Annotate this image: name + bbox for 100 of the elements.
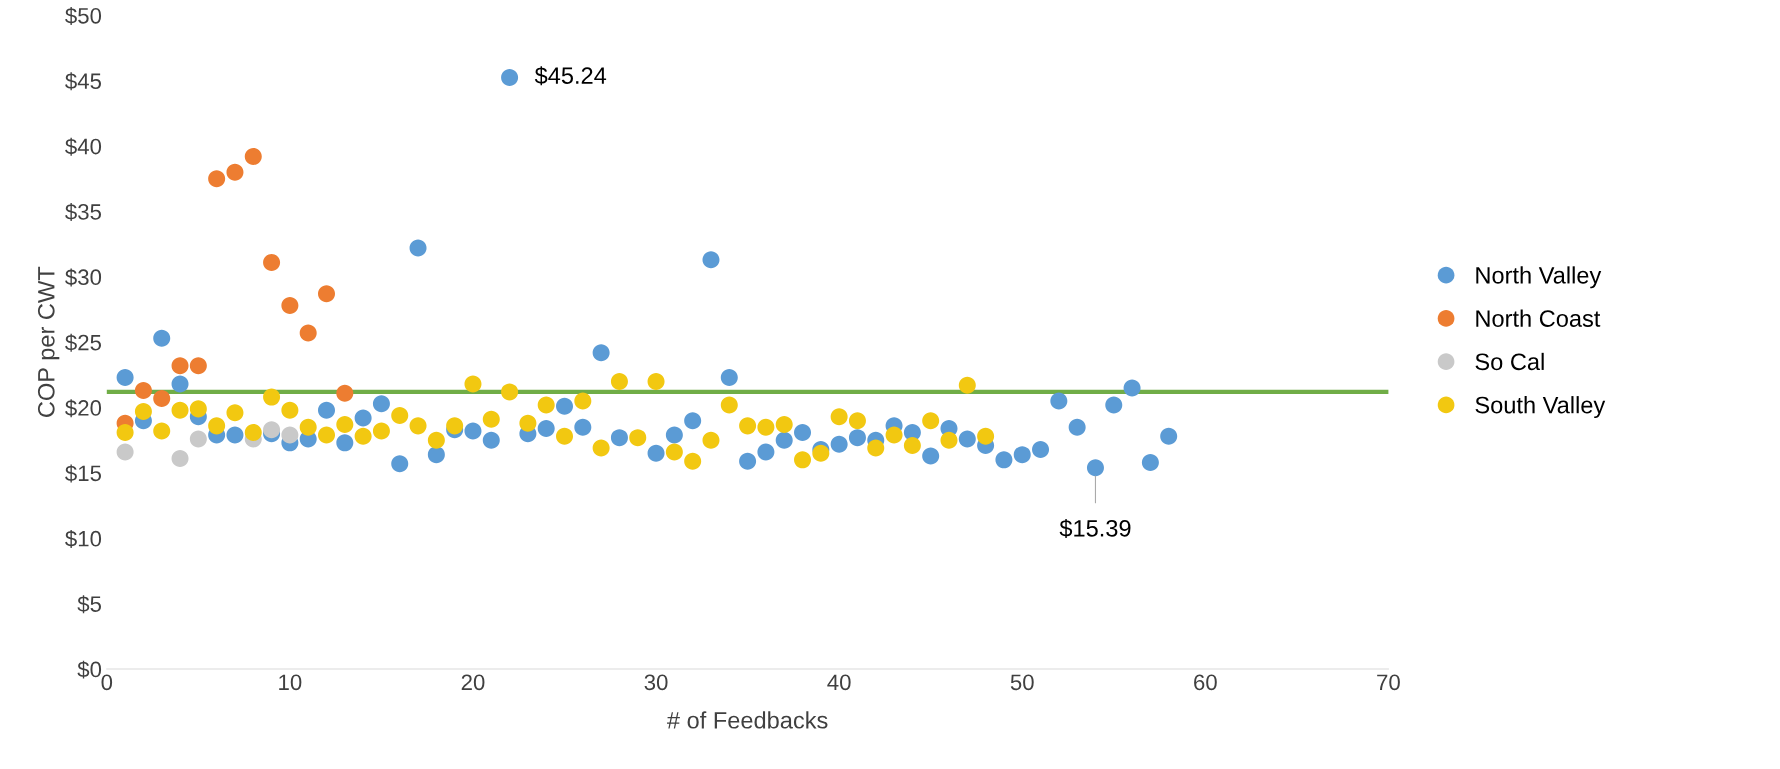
- point: [610, 372, 628, 390]
- point: [958, 430, 976, 448]
- point: [1032, 440, 1050, 458]
- point: [116, 423, 134, 441]
- point: [153, 329, 171, 347]
- point: [903, 436, 921, 454]
- x-tick-label: 60: [1194, 674, 1217, 691]
- point: [244, 423, 262, 441]
- point: [427, 431, 445, 449]
- point: [958, 376, 976, 394]
- point: [153, 389, 171, 407]
- point: [720, 396, 738, 414]
- point: [537, 419, 555, 437]
- point: [537, 396, 555, 414]
- x-tick-label: 0: [101, 674, 113, 691]
- point: [189, 430, 207, 448]
- point: [885, 426, 903, 444]
- legend-label: North Coast: [1476, 309, 1601, 327]
- point: [995, 451, 1013, 469]
- point: [922, 447, 940, 465]
- point: [629, 429, 647, 447]
- point: [263, 253, 281, 271]
- point: [464, 422, 482, 440]
- x-tick-label: 40: [827, 674, 851, 691]
- point: [647, 444, 665, 462]
- point: [922, 412, 940, 430]
- point: [171, 450, 189, 468]
- point: [409, 239, 427, 257]
- point: [446, 417, 464, 435]
- annotation: $45.24: [534, 66, 607, 86]
- point: [794, 451, 812, 469]
- legend-label: South Valley: [1475, 396, 1606, 419]
- point: [775, 431, 793, 449]
- point: [244, 148, 262, 166]
- point: [739, 417, 757, 435]
- point: [1050, 392, 1068, 410]
- point: [702, 431, 720, 449]
- point: [372, 422, 390, 440]
- point: [226, 426, 244, 444]
- point: [592, 344, 610, 362]
- point: [1086, 459, 1104, 477]
- y-tick-label: $15: [65, 464, 102, 483]
- y-axis-title: COP per CWT: [37, 266, 60, 417]
- point: [134, 382, 152, 400]
- y-tick-label: $50: [65, 6, 102, 25]
- x-tick-label: 70: [1377, 674, 1400, 691]
- point: [684, 452, 702, 470]
- y-tick-label: $25: [65, 333, 102, 352]
- point: [501, 69, 519, 87]
- y-tick-label: $40: [65, 137, 102, 156]
- y-tick-label: $30: [65, 268, 102, 287]
- point: [427, 446, 445, 464]
- point: [226, 404, 244, 422]
- point: [1141, 453, 1159, 471]
- y-tick-label: $20: [65, 399, 102, 418]
- point: [739, 452, 757, 470]
- point: [610, 429, 628, 447]
- point: [482, 431, 500, 449]
- point: [720, 369, 738, 387]
- point: [372, 395, 390, 413]
- point: [391, 406, 409, 424]
- point: [556, 427, 574, 445]
- point: [336, 384, 354, 402]
- point: [263, 388, 281, 406]
- point: [830, 435, 848, 453]
- point: [263, 421, 281, 439]
- legend-label: North Valley: [1476, 266, 1602, 289]
- x-tick-label: 50: [1010, 674, 1034, 691]
- y-tick-label: $0: [77, 660, 102, 679]
- point: [409, 417, 427, 435]
- point: [775, 416, 793, 434]
- point: [336, 416, 354, 434]
- point: [299, 418, 317, 436]
- point: [665, 443, 683, 461]
- point: [171, 357, 189, 375]
- point: [647, 372, 665, 390]
- y-tick-label: $5: [77, 595, 102, 614]
- point: [391, 455, 409, 473]
- point: [189, 357, 207, 375]
- point: [684, 412, 702, 430]
- point: [226, 163, 244, 181]
- point: [354, 409, 372, 427]
- point: [848, 412, 866, 430]
- point: [171, 375, 189, 393]
- point: [757, 418, 775, 436]
- point: [574, 392, 592, 410]
- point: [556, 397, 574, 415]
- point: [189, 400, 207, 418]
- point: [702, 251, 720, 269]
- point: [482, 410, 500, 428]
- x-axis-title: # of Feedbacks: [666, 711, 828, 729]
- point: [318, 285, 336, 303]
- point: [977, 427, 995, 445]
- point: [830, 408, 848, 426]
- point: [116, 369, 134, 387]
- point: [794, 423, 812, 441]
- point: [354, 427, 372, 445]
- annotation: $15.39: [1059, 518, 1131, 539]
- point: [1013, 446, 1031, 464]
- x-tick-label: 30: [644, 674, 668, 691]
